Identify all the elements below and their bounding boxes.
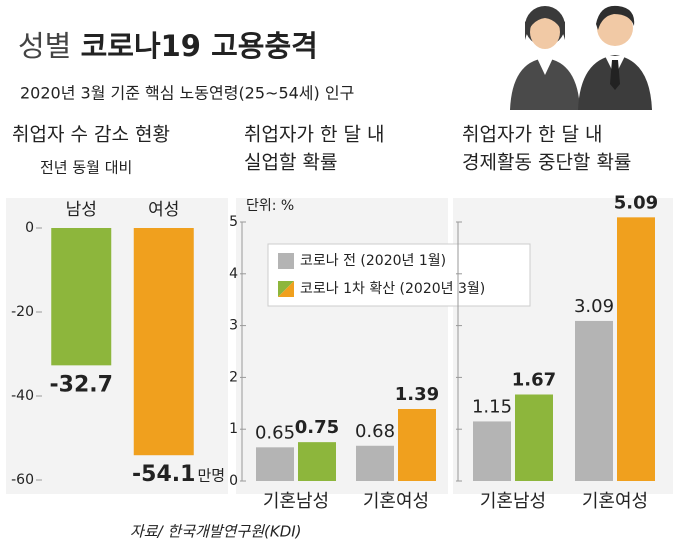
legend-label: 코로나 전 (2020년 1월) — [300, 253, 446, 269]
value-label: 1.15 — [472, 396, 512, 417]
unit-label: 단위: % — [246, 198, 294, 214]
value-label: 0.68 — [355, 421, 395, 442]
panel — [6, 198, 228, 494]
chart-title: 취업자가 한 달 내 — [462, 124, 602, 146]
legend-swatch — [278, 281, 294, 297]
title-part: 코로나19 고용충격 — [81, 29, 318, 63]
bar — [298, 442, 336, 481]
chart-title: 취업자 수 감소 현황 — [12, 124, 170, 146]
value-label: 0.65 — [255, 422, 295, 443]
people-icon — [510, 5, 652, 110]
chart-title: 취업자가 한 달 내 — [244, 124, 384, 146]
legend-label: 코로나 1차 확산 (2020년 3월) — [300, 281, 485, 297]
value-label: -32.7 — [50, 372, 113, 397]
value-label: 3.09 — [574, 296, 614, 317]
chart-title: 실업할 확률 — [244, 152, 337, 174]
y-tick-label: 1 — [229, 421, 238, 437]
value-label: 1.67 — [512, 369, 556, 390]
category-label: 기혼여성 — [582, 491, 648, 512]
category-label: 남성 — [66, 200, 97, 220]
bar — [473, 421, 511, 481]
category-label: 여성 — [148, 200, 179, 220]
y-tick-label: 2 — [229, 369, 238, 385]
category-label: 기혼남성 — [263, 491, 329, 512]
value-label: 5.09 — [614, 192, 658, 213]
y-tick-label: 3 — [229, 318, 238, 334]
category-label: 기혼여성 — [363, 491, 429, 512]
y-tick-label: -60 — [11, 472, 34, 488]
legend-swatch — [278, 253, 294, 269]
bar — [51, 228, 112, 366]
bar — [617, 217, 655, 481]
bar — [356, 445, 394, 481]
value-label: -54.1 — [132, 462, 195, 487]
bar — [515, 394, 553, 481]
y-tick-label: 0 — [25, 220, 34, 236]
y-tick-label: -20 — [11, 304, 34, 320]
source: 자료/ 한국개발연구원(KDI) — [130, 523, 302, 541]
bar — [256, 447, 294, 481]
bar — [575, 320, 613, 481]
chart-title: 경제활동 중단할 확률 — [462, 152, 631, 174]
title-part: 성별 — [18, 29, 71, 63]
chart-subtitle: 전년 동월 대비 — [40, 159, 132, 177]
y-tick-label: 5 — [229, 214, 238, 230]
y-tick-label: 4 — [229, 266, 238, 282]
value-label: 1.39 — [395, 384, 439, 405]
legend-box — [267, 243, 531, 307]
y-tick-label: 0 — [229, 473, 238, 489]
main-title: 성별 코로나19 고용충격 — [18, 29, 318, 63]
subtitle: 2020년 3월 기준 핵심 노동연령(25~54세) 인구 — [20, 84, 354, 103]
value-label: 0.75 — [295, 417, 339, 438]
unit-label: 만명 — [197, 467, 225, 485]
bar — [133, 228, 194, 456]
category-label: 기혼남성 — [480, 491, 546, 512]
y-tick-label: -40 — [11, 388, 34, 404]
bar — [398, 408, 436, 481]
